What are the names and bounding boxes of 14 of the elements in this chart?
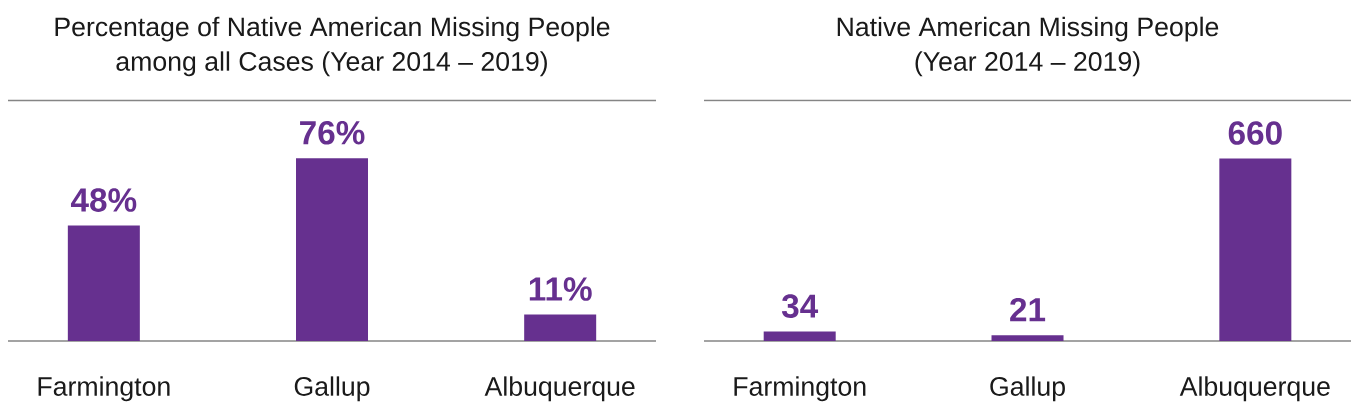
data-label: 34 [781, 294, 819, 318]
data-label: 660 [1228, 121, 1282, 145]
data-label: 76% [300, 120, 365, 145]
x-tick-label: Gallup [990, 376, 1065, 402]
x-tick-label: Gallup [294, 376, 370, 402]
x-tick-label: Farmington [734, 376, 866, 402]
data-label: 48% [70, 188, 137, 212]
x-tick-label: Albuquerque [1179, 376, 1330, 402]
chart-title: Percentage of Native American Missing People among all Cases (Year 2014 – 2019) [55, 16, 610, 77]
x-tick-label: Farmington [38, 376, 170, 402]
data-label: 21 [1010, 297, 1046, 322]
x-tick-label: Albuquerque [484, 376, 635, 402]
data-label: 11% [529, 277, 592, 301]
chart-title: Native American Missing People (Year 2014 – 2019) [837, 16, 1219, 77]
